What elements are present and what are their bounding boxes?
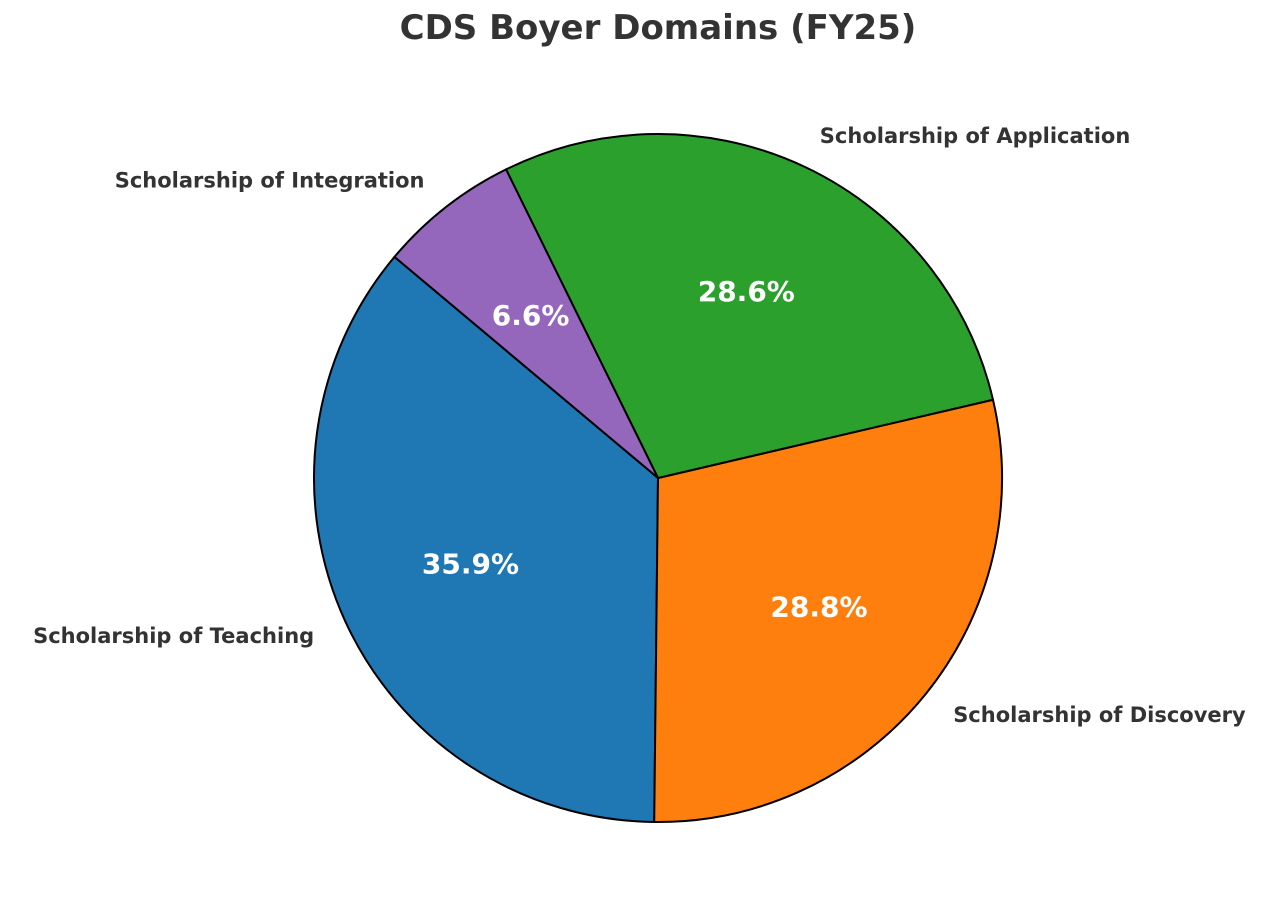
pie-slice-scholarship-of-integration xyxy=(393,168,659,479)
pie-percent-label: 35.9% xyxy=(422,548,519,581)
pie-slice-scholarship-of-discovery xyxy=(653,398,1003,823)
pie-category-label: Scholarship of Integration xyxy=(115,168,425,192)
pie-percent-label: 28.6% xyxy=(698,275,795,308)
pie-percent-label: 6.6% xyxy=(492,299,570,332)
pie-category-label: Scholarship of Discovery xyxy=(953,703,1246,727)
pie-slice-scholarship-of-application xyxy=(505,133,994,479)
pie-percent-label: 28.8% xyxy=(770,591,867,624)
pie-category-labels: Scholarship of Teaching Scholarship of Di… xyxy=(33,124,1246,727)
pie-category-label: Scholarship of Application xyxy=(820,124,1131,148)
pie-slice-scholarship-of-teaching xyxy=(313,255,659,823)
pie-percent-labels: 35.9% 28.8% 28.6% 6.6% xyxy=(422,275,868,624)
pie-slices xyxy=(313,133,1003,823)
pie-category-label: Scholarship of Teaching xyxy=(33,624,314,648)
chart-title: CDS Boyer Domains (FY25) xyxy=(400,8,917,48)
